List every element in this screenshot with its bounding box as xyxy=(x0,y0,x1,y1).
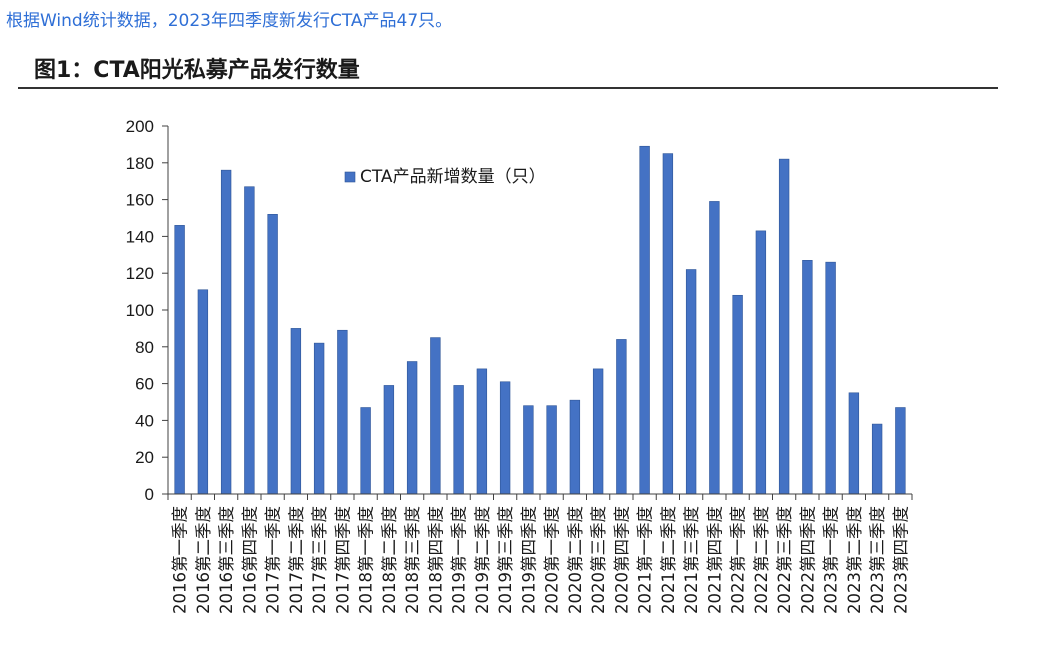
y-tick-label: 120 xyxy=(126,264,154,283)
bar xyxy=(802,260,813,495)
bar xyxy=(220,169,232,495)
x-tick-label: 2021第四季度 xyxy=(705,506,724,614)
bar xyxy=(778,158,790,495)
x-tick-label: 2018第二季度 xyxy=(380,506,399,614)
bar xyxy=(337,329,348,495)
bar xyxy=(197,289,209,495)
bar xyxy=(616,339,627,495)
x-tick-label: 2019第三季度 xyxy=(496,506,515,614)
bar xyxy=(174,225,185,495)
figure-title: 图1：CTA阳光私募产品发行数量 xyxy=(34,58,360,83)
x-tick-label: 2017第二季度 xyxy=(287,506,306,614)
x-tick-label: 2022第四季度 xyxy=(798,506,817,614)
bar xyxy=(476,368,488,495)
y-axis: 0 20 40 60 80 100 120 140 160 180 200 xyxy=(126,117,169,504)
bar xyxy=(453,385,464,495)
bar xyxy=(523,405,534,495)
bar xyxy=(244,186,255,495)
x-tick-label: 2016第四季度 xyxy=(240,506,259,614)
x-tick-label: 2022第三季度 xyxy=(775,506,794,614)
x-tick-label: 2018第三季度 xyxy=(403,506,422,614)
x-tick-label: 2016第一季度 xyxy=(171,506,190,614)
x-tick-label: 2022第二季度 xyxy=(752,506,771,614)
y-tick-label: 100 xyxy=(126,301,154,320)
bar xyxy=(592,368,604,495)
x-tick-label: 2019第一季度 xyxy=(450,506,469,614)
x-tick-label: 2020第四季度 xyxy=(612,506,631,614)
legend-swatch xyxy=(344,171,356,183)
x-tick-label: 2020第二季度 xyxy=(566,506,585,614)
bar xyxy=(732,294,743,495)
bar xyxy=(313,342,325,495)
y-tick-label: 20 xyxy=(135,448,154,467)
y-tick-label: 40 xyxy=(135,411,154,430)
x-tick-label: 2023第三季度 xyxy=(868,506,887,614)
legend: CTA产品新增数量（只） xyxy=(344,167,546,187)
bar xyxy=(871,423,883,495)
x-tick-label: 2017第一季度 xyxy=(264,506,283,614)
bar xyxy=(755,230,767,495)
x-axis: 2016第一季度 2016第二季度 2016第三季度 2016第四季度 2017第一季度… xyxy=(167,493,913,614)
bar xyxy=(406,361,418,495)
y-tick-label: 160 xyxy=(126,191,154,210)
bar xyxy=(569,399,581,495)
bar xyxy=(383,385,395,495)
x-tick-label: 2019第二季度 xyxy=(473,506,492,614)
x-tick-label: 2018第一季度 xyxy=(357,506,376,614)
x-tick-label: 2021第一季度 xyxy=(636,506,655,614)
bar xyxy=(895,407,906,495)
x-tick-label: 2022第一季度 xyxy=(729,506,748,614)
y-tick-label: 60 xyxy=(135,375,154,394)
x-tick-label: 2016第三季度 xyxy=(217,506,236,614)
x-tick-label: 2019第四季度 xyxy=(519,506,538,614)
bar xyxy=(430,337,441,495)
bar xyxy=(825,261,836,495)
intro-text: 根据Wind统计数据，2023年四季度新发行CTA产品47只。 xyxy=(6,11,453,31)
bars xyxy=(174,145,906,495)
x-tick-label: 2020第三季度 xyxy=(589,506,608,614)
bar xyxy=(499,381,511,495)
legend-label: CTA产品新增数量（只） xyxy=(360,167,546,187)
x-tick-label: 2021第三季度 xyxy=(682,506,701,614)
x-tick-label: 2017第三季度 xyxy=(310,506,329,614)
bar xyxy=(685,269,697,495)
x-tick-label: 2023第四季度 xyxy=(891,506,910,614)
bar xyxy=(662,153,674,495)
y-tick-label: 200 xyxy=(126,117,154,136)
bar xyxy=(290,328,302,495)
y-tick-label: 140 xyxy=(126,227,154,246)
bar xyxy=(848,392,860,495)
bar xyxy=(546,405,557,495)
y-tick-label: 0 xyxy=(145,485,154,504)
bar xyxy=(639,145,650,495)
title-divider xyxy=(18,87,998,89)
x-tick-label: 2016第二季度 xyxy=(194,506,213,614)
bar xyxy=(709,201,720,495)
x-tick-label: 2018第四季度 xyxy=(426,506,445,614)
x-tick-label: 2020第一季度 xyxy=(543,506,562,614)
x-tick-label: 2021第二季度 xyxy=(659,506,678,614)
x-tick-label: 2017第四季度 xyxy=(333,506,352,614)
x-tick-label: 2023第二季度 xyxy=(845,506,864,614)
y-tick-label: 80 xyxy=(135,338,154,357)
x-tick-label: 2023第一季度 xyxy=(822,506,841,614)
y-tick-label: 180 xyxy=(126,154,154,173)
bar xyxy=(360,407,371,495)
bar xyxy=(267,214,278,495)
